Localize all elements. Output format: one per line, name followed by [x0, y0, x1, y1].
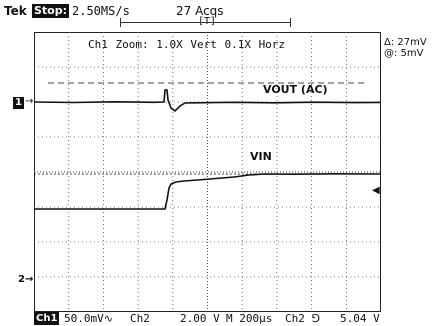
record-bar-right-tick	[290, 18, 291, 27]
ch1-scale: 50.0mV∿	[64, 312, 113, 325]
zoom-info: Ch1 Zoom: 1.0X Vert 0.1X Horz	[88, 38, 286, 51]
record-bar	[120, 22, 290, 23]
ch2-scale: 2.00 V	[180, 312, 220, 325]
waveform-display	[34, 32, 381, 312]
timebase: M 200µs	[226, 312, 273, 325]
trace-label-vin: VIN	[250, 150, 272, 163]
trigger-level-icon: ◀	[372, 185, 380, 196]
sample-rate: 2.50MS/s	[72, 4, 130, 18]
trigger-source: Ch2 ⅁	[285, 312, 321, 325]
acquisition-count: 27 Acqs	[176, 4, 224, 18]
cursor-delta: Δ: 27mV	[384, 37, 427, 48]
trigger-status: [T]	[198, 16, 216, 27]
cursor-at: @: 5mV	[384, 48, 424, 59]
record-bar-left-tick	[120, 18, 121, 27]
trigger-level: 5.04 V	[340, 312, 380, 325]
ch1-ground-marker: 1	[13, 97, 24, 109]
status-bar: Tek Stop: 2.50MS/s 27 Acqs [T]	[0, 0, 440, 32]
trace-label-vout: VOUT (AC)	[263, 83, 328, 96]
ch2-arrow-icon: →	[24, 274, 34, 285]
graticule-center	[34, 32, 381, 312]
ch2-label: Ch2	[130, 312, 150, 325]
run-state-badge: Stop:	[32, 4, 70, 18]
ch1-badge: Ch1	[34, 312, 60, 325]
settings-bar: Ch1 50.0mV∿ Ch2 2.00 V M 200µs Ch2 ⅁ 5.0…	[0, 312, 440, 326]
vout-trace	[34, 89, 381, 113]
ch2-marker-label: 2	[18, 274, 25, 285]
ch2-ground-marker: 2→	[18, 274, 33, 285]
brand-label: Tek	[4, 4, 27, 18]
ch1-arrow-icon: →	[25, 96, 34, 107]
cursor-readout: Δ: 27mV @: 5mV	[384, 37, 427, 59]
vin-trace	[34, 172, 381, 210]
